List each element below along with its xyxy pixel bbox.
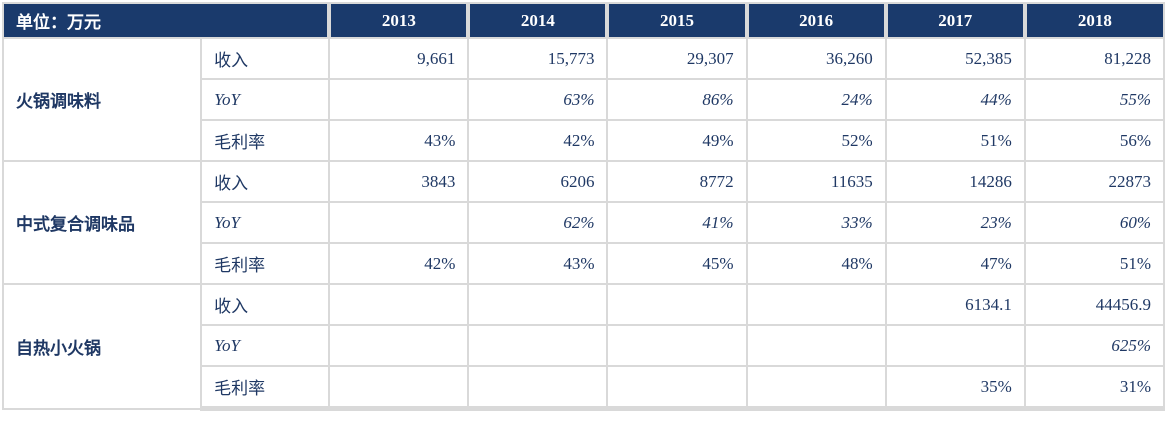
value-cell — [328, 324, 470, 367]
value-cell: 51% — [884, 119, 1026, 162]
value-cell — [467, 283, 609, 326]
metric-label: YoY — [200, 324, 331, 367]
value-cell: 44456.9 — [1023, 283, 1166, 326]
value-cell — [467, 365, 609, 411]
value-cell: 42% — [467, 119, 609, 162]
table-row: 毛利率 42% 43% 45% 48% 47% 51% — [3, 242, 1166, 285]
table-row: YoY 625% — [3, 324, 1166, 367]
value-cell: 81,228 — [1023, 37, 1166, 80]
table-row: YoY 62% 41% 33% 23% 60% — [3, 201, 1166, 244]
header-row: 单位：万元 2013 2014 2015 2016 2017 2018 — [1, 2, 1166, 39]
value-cell: 9,661 — [328, 37, 470, 80]
value-cell: 86% — [606, 78, 748, 121]
table-row: YoY 63% 86% 24% 44% 55% — [3, 78, 1166, 121]
year-header-2016: 2016 — [744, 2, 888, 39]
value-cell: 43% — [467, 242, 609, 285]
segment-name: 自热小火锅 — [1, 283, 203, 410]
value-cell: 33% — [745, 201, 887, 244]
table-row: 自热小火锅 收入 6134.1 44456.9 — [1, 283, 1166, 410]
value-cell: 43% — [328, 119, 470, 162]
value-cell: 31% — [1023, 365, 1166, 411]
value-cell — [606, 324, 748, 367]
metric-label: 毛利率 — [200, 119, 331, 162]
value-cell: 23% — [884, 201, 1026, 244]
year-header-2018: 2018 — [1022, 2, 1166, 39]
value-cell: 15,773 — [467, 37, 609, 80]
value-cell: 625% — [1023, 324, 1166, 367]
value-cell — [328, 283, 470, 326]
value-cell: 52% — [745, 119, 887, 162]
table-row: 毛利率 35% 31% — [3, 365, 1166, 411]
value-cell — [745, 365, 887, 411]
value-cell: 51% — [1023, 242, 1166, 285]
unit-label: 单位：万元 — [1, 2, 332, 39]
value-cell: 62% — [467, 201, 609, 244]
metric-label: 收入 — [200, 37, 331, 80]
value-cell: 44% — [884, 78, 1026, 121]
value-cell — [745, 283, 887, 326]
value-cell: 8772 — [606, 160, 748, 203]
value-cell: 49% — [606, 119, 748, 162]
year-header-2014: 2014 — [466, 2, 610, 39]
year-header-2015: 2015 — [605, 2, 749, 39]
value-cell: 55% — [1023, 78, 1166, 121]
value-cell — [884, 324, 1026, 367]
metric-label: YoY — [200, 78, 331, 121]
value-cell: 24% — [745, 78, 887, 121]
value-cell: 35% — [884, 365, 1026, 411]
value-cell: 14286 — [884, 160, 1026, 203]
metric-label: 收入 — [200, 160, 331, 203]
value-cell — [745, 324, 887, 367]
metric-label: 收入 — [200, 283, 331, 326]
value-cell: 63% — [467, 78, 609, 121]
value-cell: 36,260 — [745, 37, 887, 80]
year-header-2017: 2017 — [883, 2, 1027, 39]
table-row: 火锅调味料 收入 9,661 15,773 29,307 36,260 52,385 81,2… — [1, 37, 1166, 162]
year-header-2013: 2013 — [327, 2, 471, 39]
value-cell: 45% — [606, 242, 748, 285]
table-body: 火锅调味料 收入 9,661 15,773 29,307 36,260 52,385 81,2… — [1, 37, 1166, 411]
segment-name: 中式复合调味品 — [1, 160, 203, 285]
value-cell: 11635 — [745, 160, 887, 203]
value-cell — [606, 365, 748, 411]
segment-financials-table: 单位：万元 2013 2014 2015 2016 2017 2018 火锅调味料 收入 9,… — [1, 2, 1166, 411]
value-cell: 3843 — [328, 160, 470, 203]
metric-label: 毛利率 — [200, 242, 331, 285]
value-cell: 6134.1 — [884, 283, 1026, 326]
value-cell: 29,307 — [606, 37, 748, 80]
value-cell: 48% — [745, 242, 887, 285]
value-cell: 56% — [1023, 119, 1166, 162]
metric-label: 毛利率 — [200, 365, 331, 411]
value-cell — [467, 324, 609, 367]
segment-name: 火锅调味料 — [1, 37, 203, 162]
table-row: 毛利率 43% 42% 49% 52% 51% 56% — [3, 119, 1166, 162]
value-cell — [328, 365, 470, 411]
table-row: 中式复合调味品 收入 3843 6206 8772 11635 14286 22873 — [1, 160, 1166, 285]
metric-label: YoY — [200, 201, 331, 244]
value-cell — [328, 78, 470, 121]
value-cell: 60% — [1023, 201, 1166, 244]
value-cell: 6206 — [467, 160, 609, 203]
value-cell: 22873 — [1023, 160, 1166, 203]
value-cell: 42% — [328, 242, 470, 285]
value-cell: 41% — [606, 201, 748, 244]
value-cell — [606, 283, 748, 326]
value-cell — [328, 201, 470, 244]
value-cell: 52,385 — [884, 37, 1026, 80]
value-cell: 47% — [884, 242, 1026, 285]
